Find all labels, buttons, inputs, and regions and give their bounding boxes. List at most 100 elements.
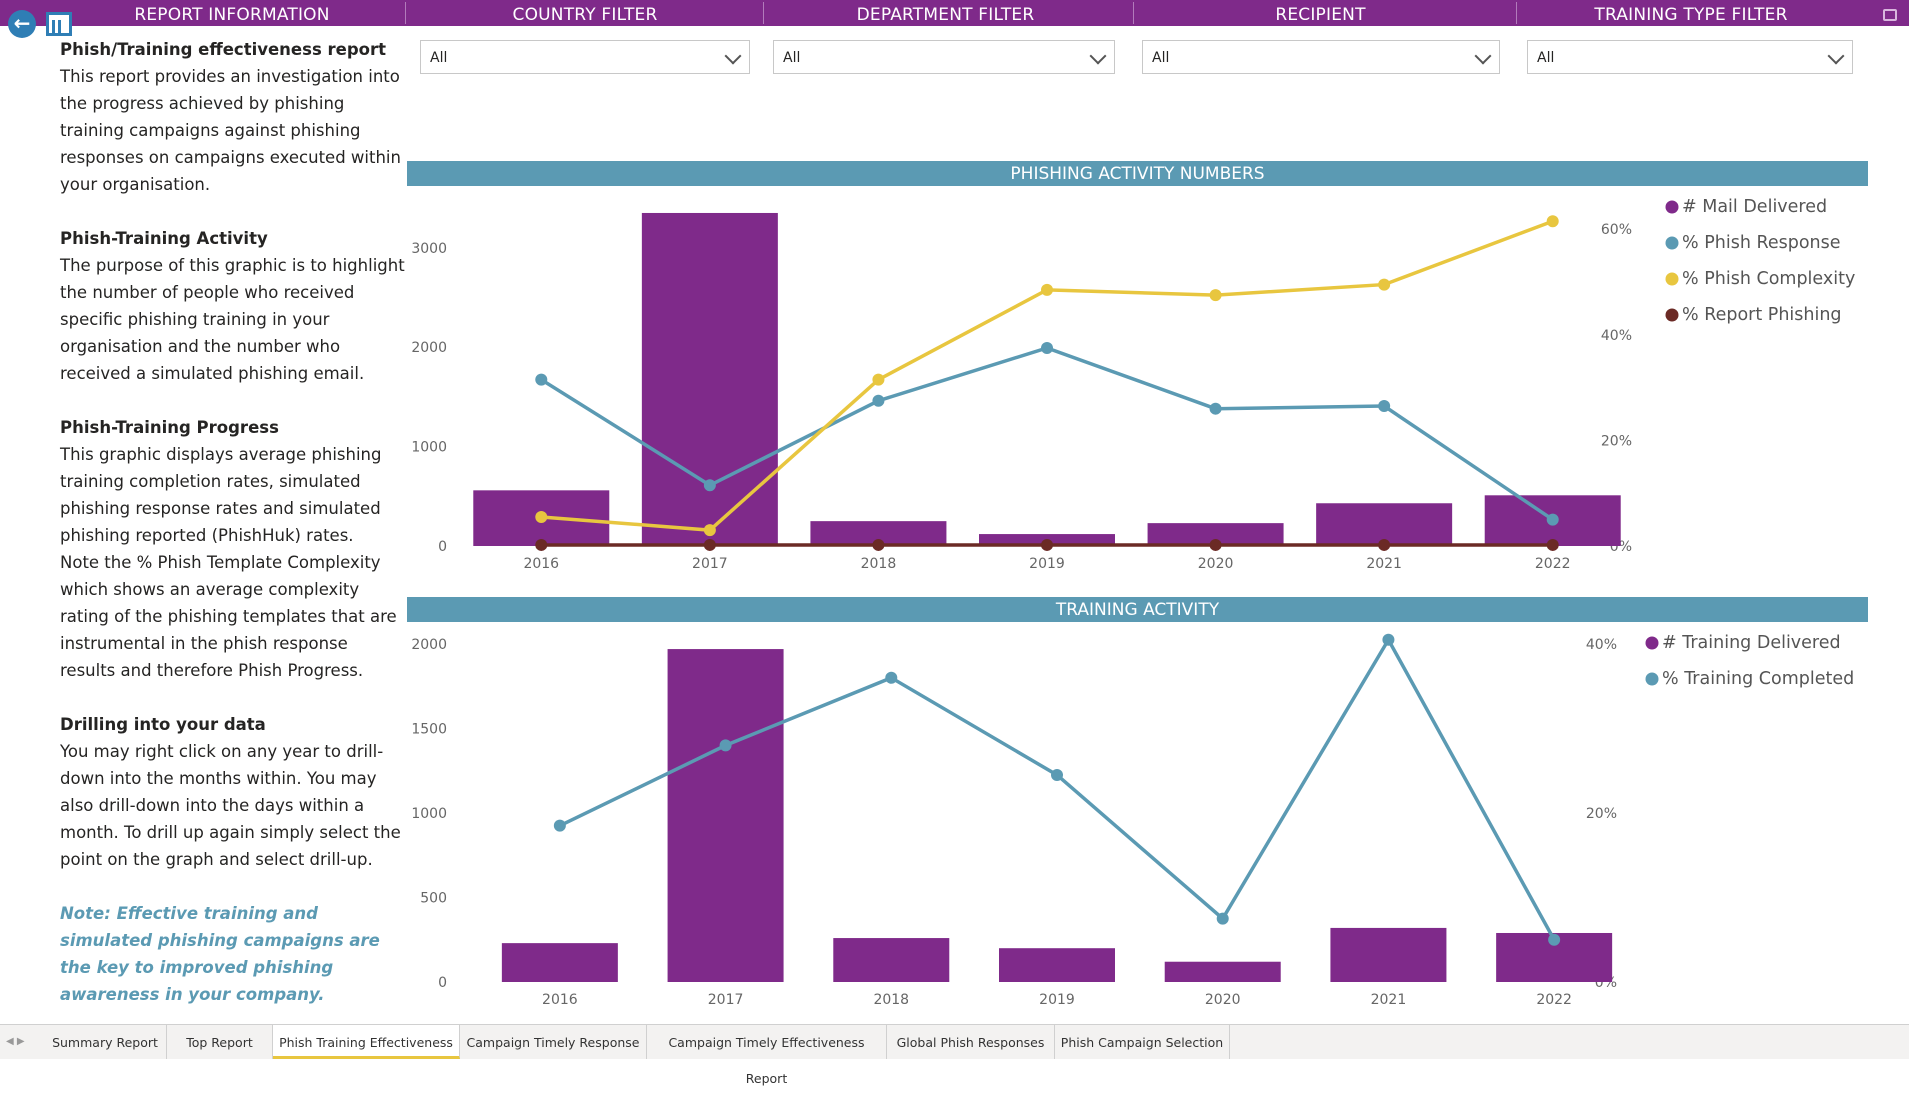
series-point xyxy=(872,394,885,407)
series-point xyxy=(703,538,716,551)
y-axis-left-tick-label: 1000 xyxy=(411,440,447,456)
x-axis-tick-label: 2016 xyxy=(542,992,578,1008)
series-point xyxy=(535,538,548,551)
header-country-filter: COUNTRY FILTER xyxy=(512,5,658,25)
info-body-progress: This graphic displays average phishing t… xyxy=(60,445,382,545)
header-training-type-filter: TRAINING TYPE FILTER xyxy=(1594,5,1788,25)
series-point xyxy=(1382,633,1395,646)
series-point xyxy=(535,510,548,523)
series-point xyxy=(1209,402,1222,415)
x-axis-tick-label: 2022 xyxy=(1535,556,1571,572)
header-department-filter: DEPARTMENT FILTER xyxy=(856,5,1035,25)
series-point xyxy=(1378,278,1391,291)
tab-scroll-arrows-icon[interactable]: ◀ ▶ xyxy=(6,1036,25,1047)
header-divider xyxy=(1516,2,1517,24)
series-point xyxy=(872,538,885,551)
y-axis-left-tick-label: 2000 xyxy=(411,637,447,653)
bar-2021 xyxy=(1330,927,1447,982)
header-recipient: RECIPIENT xyxy=(1275,5,1366,25)
legend-marker xyxy=(1665,236,1679,250)
series-point xyxy=(1209,538,1222,551)
tab-campaign-timely-effectiveness-report[interactable]: Campaign Timely Effectiveness Report xyxy=(647,1025,887,1086)
legend-marker xyxy=(1645,636,1659,650)
series-point xyxy=(1378,400,1391,413)
tab-top-report[interactable]: Top Report xyxy=(167,1025,273,1059)
tab-phish-training-effectiveness[interactable]: Phish Training Effectiveness xyxy=(273,1025,460,1059)
series-point xyxy=(1209,289,1222,302)
header-divider xyxy=(405,2,406,24)
x-axis-tick-label: 2022 xyxy=(1536,992,1572,1008)
back-arrow-icon[interactable]: ← xyxy=(8,10,36,38)
tab-summary-report[interactable]: Summary Report xyxy=(44,1025,167,1059)
chevron-down-icon xyxy=(724,47,742,65)
legend-entry: # Training Delivered xyxy=(1662,633,1841,653)
x-axis-tick-label: 2018 xyxy=(861,556,897,572)
recipient-filter-value: All xyxy=(1152,50,1170,66)
series-point xyxy=(1546,215,1559,228)
country-filter-value: All xyxy=(430,50,448,66)
series-point xyxy=(1548,933,1561,946)
series-point xyxy=(703,479,716,492)
y-axis-left-tick-label: 1500 xyxy=(411,722,447,738)
series-point xyxy=(872,373,885,386)
tab-global-phish-responses[interactable]: Global Phish Responses xyxy=(887,1025,1055,1059)
department-filter-value: All xyxy=(783,50,801,66)
y-axis-right-tick-label: 40% xyxy=(1601,328,1632,344)
info-title-drilling: Drilling into your data xyxy=(60,715,266,734)
x-axis-tick-label: 2017 xyxy=(708,992,744,1008)
bar-2016 xyxy=(501,943,618,982)
print-icon[interactable] xyxy=(1883,9,1897,21)
chevron-down-icon xyxy=(1089,47,1107,65)
series-point xyxy=(703,524,716,537)
bar-2017 xyxy=(641,212,778,546)
y-axis-left-tick-label: 2000 xyxy=(411,340,447,356)
panel-toggle-icon[interactable] xyxy=(46,12,72,36)
series-point xyxy=(719,739,732,752)
x-axis-tick-label: 2016 xyxy=(523,556,559,572)
info-body-effectiveness: This report provides an investigation in… xyxy=(60,67,401,194)
bar-2018 xyxy=(833,938,950,982)
series-point xyxy=(1041,538,1053,551)
country-filter-dropdown[interactable]: All xyxy=(420,40,750,74)
legend-entry: # Mail Delivered xyxy=(1682,197,1827,217)
y-axis-left-tick-label: 3000 xyxy=(411,241,447,257)
header-bar: REPORT INFORMATION COUNTRY FILTER DEPART… xyxy=(0,0,1909,26)
legend-entry: % Training Completed xyxy=(1662,669,1854,689)
tab-campaign-timely-response[interactable]: Campaign Timely Response xyxy=(460,1025,647,1059)
series-point xyxy=(1546,513,1559,526)
header-divider xyxy=(763,2,764,24)
training-type-filter-dropdown[interactable]: All xyxy=(1527,40,1853,74)
bar-2021 xyxy=(1316,503,1453,546)
series-point xyxy=(1378,538,1391,551)
series-point xyxy=(1216,912,1229,925)
recipient-filter-dropdown[interactable]: All xyxy=(1142,40,1500,74)
y-axis-right-tick-label: 20% xyxy=(1586,806,1617,822)
department-filter-dropdown[interactable]: All xyxy=(773,40,1115,74)
legend-entry: % Report Phishing xyxy=(1682,305,1842,325)
x-axis-tick-label: 2018 xyxy=(873,992,909,1008)
y-axis-left-tick-label: 0 xyxy=(438,539,447,555)
legend-marker xyxy=(1665,272,1679,286)
header-report-information: REPORT INFORMATION xyxy=(134,5,330,25)
report-information-panel: Phish/Training effectiveness report This… xyxy=(60,36,405,1008)
y-axis-right-tick-label: 40% xyxy=(1586,637,1617,653)
series-point xyxy=(1546,538,1559,551)
series-point xyxy=(1051,768,1063,781)
info-body-activity: The purpose of this graphic is to highli… xyxy=(60,256,405,383)
info-note: Note: Effective training and simulated p… xyxy=(60,904,380,1004)
bar-2019 xyxy=(999,948,1115,982)
legend-marker xyxy=(1645,672,1659,686)
x-axis-tick-label: 2019 xyxy=(1039,992,1075,1008)
tab-phish-campaign-selection[interactable]: Phish Campaign Selection xyxy=(1055,1025,1230,1059)
training-activity-header: TRAINING ACTIVITY xyxy=(407,597,1868,622)
series-point xyxy=(885,671,898,684)
legend-marker xyxy=(1665,308,1679,322)
series-point xyxy=(1041,283,1053,296)
training-type-filter-value: All xyxy=(1537,50,1555,66)
y-axis-left-tick-label: 1000 xyxy=(411,806,447,822)
bar-2020 xyxy=(1147,523,1284,546)
phishing-activity-header: PHISHING ACTIVITY NUMBERS xyxy=(407,161,1868,186)
page-tabs: ◀ ▶ Summary Report Top Report Phish Trai… xyxy=(0,1024,1909,1086)
